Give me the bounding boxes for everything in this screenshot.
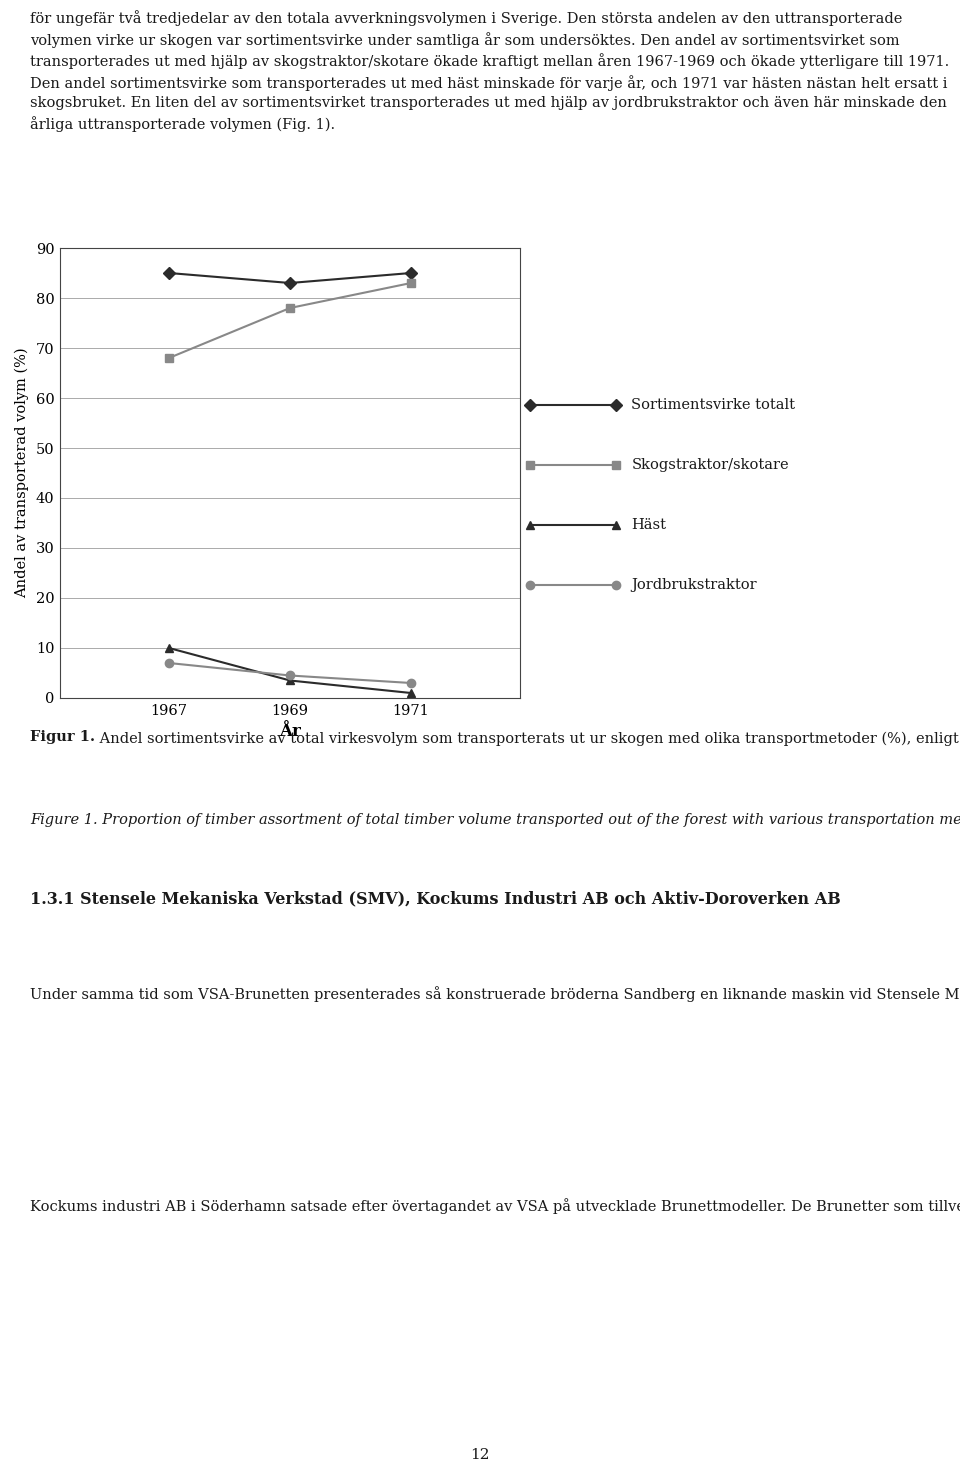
Y-axis label: Andel av transporterad volym (%): Andel av transporterad volym (%) xyxy=(14,348,29,598)
Text: för ungefär två tredjedelar av den totala avverkningsvolymen i Sverige. Den stör: för ungefär två tredjedelar av den total… xyxy=(30,10,949,132)
Text: Sortimentsvirke totalt: Sortimentsvirke totalt xyxy=(632,398,796,411)
Text: 1.3.1 Stensele Mekaniska Verkstad (SMV), Kockums Industri AB och Aktiv-Doroverke: 1.3.1 Stensele Mekaniska Verkstad (SMV),… xyxy=(30,889,841,907)
Text: 12: 12 xyxy=(470,1449,490,1462)
Text: Figure 1. Proportion of timber assortment of total timber volume transported out: Figure 1. Proportion of timber assortmen… xyxy=(30,813,960,827)
X-axis label: År: År xyxy=(279,724,300,740)
Text: Under samma tid som VSA-Brunetten presenterades så konstruerade bröderna Sandber: Under samma tid som VSA-Brunetten presen… xyxy=(30,986,960,1002)
Text: Häst: Häst xyxy=(632,518,666,531)
Text: Jordbrukstraktor: Jordbrukstraktor xyxy=(632,579,757,592)
Text: Figur 1.: Figur 1. xyxy=(30,730,95,744)
Text: Andel sortimentsvirke av total virkesvolym som transporterats ut ur skogen med o: Andel sortimentsvirke av total virkesvol… xyxy=(95,730,960,746)
Text: Skogstraktor/skotare: Skogstraktor/skotare xyxy=(632,457,789,472)
Text: Kockums industri AB i Söderhamn satsade efter övertagandet av VSA på utvecklade : Kockums industri AB i Söderhamn satsade … xyxy=(30,1197,960,1214)
